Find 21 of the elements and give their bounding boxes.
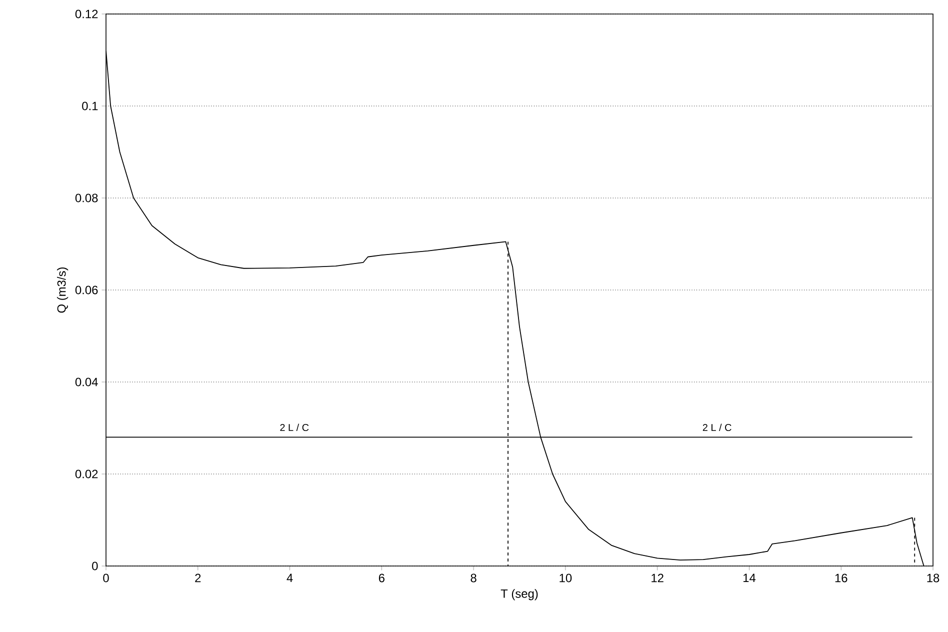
y-tick-label: 0.1 [82, 102, 98, 110]
y-tick-label: 0.06 [75, 286, 98, 294]
x-tick-label: 16 [835, 574, 848, 582]
x-tick-label: 18 [927, 574, 940, 582]
y-tick-label: 0.04 [75, 378, 98, 386]
annotation: 2 L / C [280, 424, 309, 432]
x-tick-label: 0 [103, 574, 109, 582]
x-tick-label: 6 [378, 574, 384, 582]
x-tick-label: 10 [560, 574, 572, 582]
y-tick-label: 0.08 [75, 194, 98, 202]
x-axis-title: T (seg) [500, 589, 538, 600]
annotation: 2 L / C [702, 424, 732, 432]
x-tick-label: 4 [286, 574, 293, 582]
y-axis-title: Q (m3/s) [56, 268, 68, 313]
x-tick-label: 12 [652, 574, 664, 582]
x-tick-label: 14 [743, 574, 756, 582]
y-tick-label: 0.12 [75, 10, 98, 18]
y-tick-label: 0 [92, 562, 98, 570]
x-tick-label: 2 [195, 574, 201, 582]
x-tick-label: 8 [470, 574, 476, 582]
y-tick-label: 0.02 [75, 470, 98, 478]
